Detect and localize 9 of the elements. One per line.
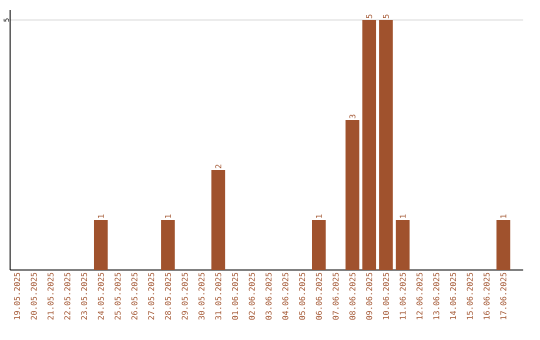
bar <box>211 170 226 270</box>
bar <box>346 120 360 270</box>
bar <box>161 220 175 270</box>
bar <box>379 20 393 270</box>
bar <box>362 20 376 270</box>
bar <box>312 220 326 270</box>
bar <box>94 220 108 270</box>
bar <box>396 220 410 270</box>
bar <box>496 220 510 270</box>
